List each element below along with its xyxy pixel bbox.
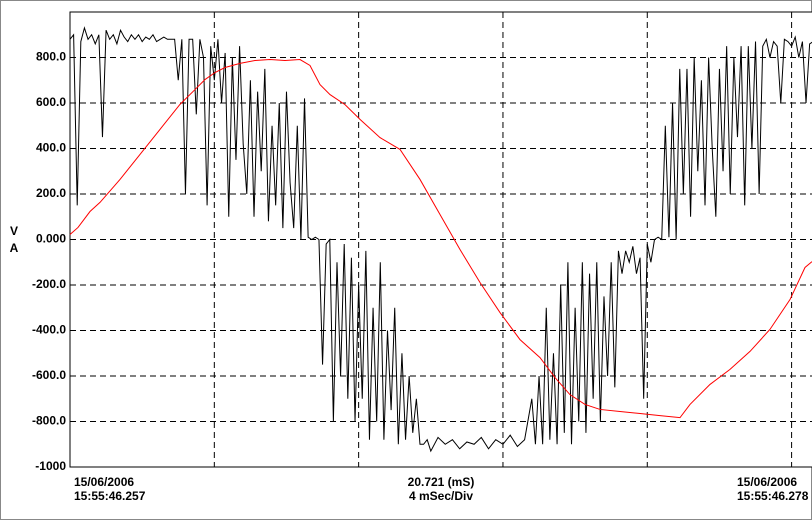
- y-tick-label: -600.0: [32, 368, 66, 382]
- y-axis-label: V: [10, 224, 18, 238]
- footer-right: 15/06/2006: [737, 475, 797, 489]
- footer-left: 15:55:46.257: [74, 489, 146, 503]
- y-tick-label: -1000: [35, 459, 66, 473]
- y-tick-label: -800.0: [32, 414, 66, 428]
- series-line: [69, 26, 812, 453]
- y-tick-label: -400.0: [32, 323, 66, 337]
- footer-center: 20.721 (mS): [408, 475, 475, 489]
- series-line: [69, 59, 812, 419]
- footer-left: 15/06/2006: [74, 475, 134, 489]
- footer-right: 15:55:46.278: [737, 489, 809, 503]
- y-tick-label: -200.0: [32, 277, 66, 291]
- y-tick-label: 400.0: [36, 141, 66, 155]
- y-tick-label: 200.0: [36, 186, 66, 200]
- y-axis-label: A: [10, 241, 19, 255]
- y-tick-label: 600.0: [36, 95, 66, 109]
- y-tick-label: 800.0: [36, 50, 66, 64]
- y-tick-label: 0.000: [36, 232, 66, 246]
- footer-center: 4 mSec/Div: [409, 489, 473, 503]
